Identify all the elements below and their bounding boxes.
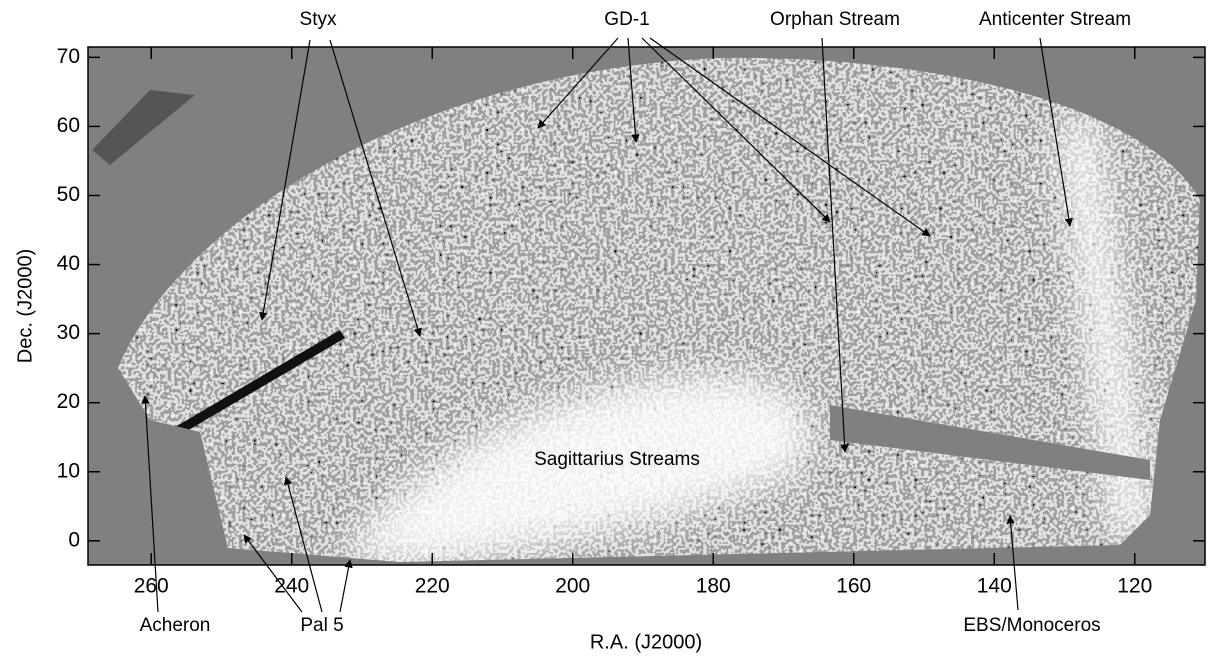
x-tick-label: 200 <box>555 575 590 598</box>
y-tick-label: 40 <box>57 252 80 275</box>
annotation-arrow <box>821 37 849 453</box>
y-tick-label: 60 <box>57 114 80 137</box>
y-tick-label: 0 <box>68 528 80 551</box>
annotation-arrow <box>1006 515 1019 611</box>
annotation-arrows <box>141 37 1073 613</box>
annotation-arrow <box>537 37 619 129</box>
annotation-arrow <box>627 37 640 143</box>
annotation-arrow <box>1039 37 1073 227</box>
annotation-arrow <box>649 37 931 237</box>
annotation-label: Acheron <box>140 615 211 636</box>
annotation-arrow <box>339 559 353 613</box>
y-tick-label: 10 <box>57 459 80 482</box>
x-tick-label: 240 <box>274 575 309 598</box>
x-tick-label: 120 <box>1117 575 1152 598</box>
y-tick-label: 70 <box>57 45 80 68</box>
annotation-label: Styx <box>300 9 337 30</box>
annotation-label: Orphan Stream <box>770 9 900 30</box>
x-tick-label: 260 <box>134 575 169 598</box>
annotation-label: GD-1 <box>604 9 649 30</box>
plot-frame <box>87 46 1206 566</box>
annotation-arrow <box>259 39 311 321</box>
annotation-label: Pal 5 <box>300 615 343 636</box>
y-tick-label: 20 <box>57 390 80 413</box>
x-tick-label: 140 <box>977 575 1012 598</box>
annotation-arrow <box>283 476 323 613</box>
y-axis-label: Dec. (J2000) <box>14 249 36 364</box>
annotation-label: Sagittarius Streams <box>534 449 700 470</box>
annotation-label: EBS/Monoceros <box>963 615 1100 636</box>
x-tick-label: 160 <box>836 575 871 598</box>
annotation-arrow <box>641 37 831 223</box>
x-tick-label: 180 <box>696 575 731 598</box>
annotation-arrow <box>141 395 159 613</box>
y-tick-label: 30 <box>57 321 80 344</box>
annotation-label: Anticenter Stream <box>979 9 1131 30</box>
y-tick-label: 50 <box>57 183 80 206</box>
annotation-arrow <box>329 39 422 337</box>
x-tick-label: 220 <box>415 575 450 598</box>
x-axis-label: R.A. (J2000) <box>590 631 702 653</box>
annotation-arrow <box>243 534 303 613</box>
